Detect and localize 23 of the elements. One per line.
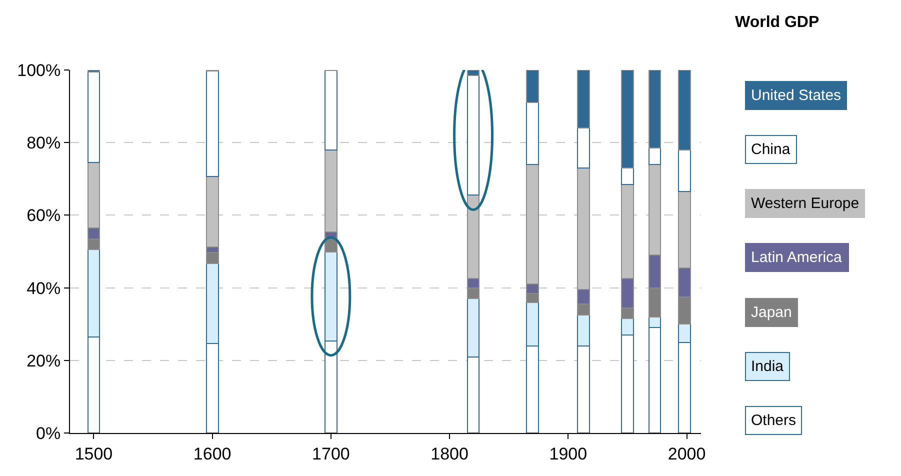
y-tick-label: 0% xyxy=(36,424,61,443)
y-tick-label: 100% xyxy=(17,60,61,80)
text: World GDP xyxy=(735,14,820,31)
y-tick-label: 60% xyxy=(26,206,61,226)
text: Western Europe xyxy=(751,195,860,212)
text: Others xyxy=(751,412,796,429)
bar xyxy=(206,70,219,177)
y-tick-label: 40% xyxy=(26,278,61,298)
text: Japan xyxy=(751,304,792,321)
text: India xyxy=(751,358,784,375)
bar xyxy=(324,70,338,151)
bar xyxy=(87,71,100,164)
x-tick-label: 2000 xyxy=(668,444,706,464)
x-tick-label: 1600 xyxy=(193,444,232,464)
y-tick-label: 80% xyxy=(26,134,61,153)
text: China xyxy=(751,141,791,158)
text: Latin America xyxy=(751,249,843,266)
text: United States xyxy=(751,87,842,104)
y-tick-label: 20% xyxy=(26,351,61,370)
x-tick-label: 1800 xyxy=(430,444,468,464)
x-tick-label: 1500 xyxy=(74,444,113,464)
x-tick-label: 1700 xyxy=(312,444,350,464)
x-tick-label: 1900 xyxy=(549,444,588,464)
